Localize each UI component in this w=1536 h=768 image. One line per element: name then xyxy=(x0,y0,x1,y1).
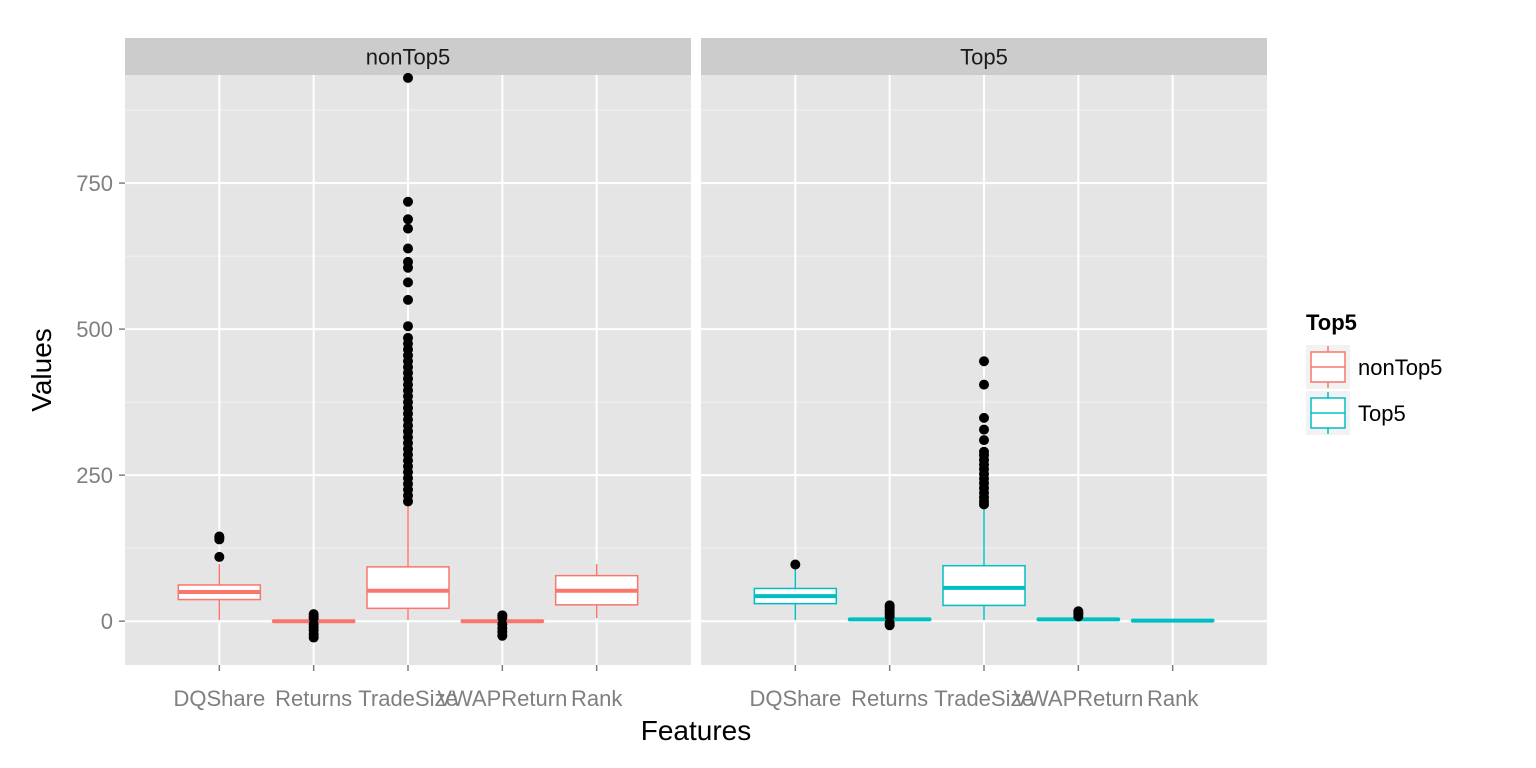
boxplot-rank xyxy=(554,563,639,619)
outlier-point xyxy=(790,559,801,570)
outlier-point xyxy=(884,600,895,611)
legend-label: nonTop5 xyxy=(1358,355,1442,380)
x-tick-label: TradeSize xyxy=(934,686,1033,711)
outlier-point xyxy=(214,551,225,562)
outlier-point xyxy=(403,321,413,332)
outlier-point xyxy=(403,243,413,254)
y-tick-label: 500 xyxy=(76,317,113,342)
boxplot-returns xyxy=(271,609,356,643)
facet-strip xyxy=(125,38,691,75)
boxplot-tradesize xyxy=(366,72,450,621)
x-axis-title: Features xyxy=(641,715,752,746)
box xyxy=(366,566,450,610)
facet-strip-label: Top5 xyxy=(960,45,1008,70)
facet-panel-nontop5: nonTop5 DQShare Returns TradeSizeVWAPReturn… xyxy=(125,38,691,711)
legend-entry-nontop5: nonTop5 xyxy=(1306,345,1442,389)
outlier-point xyxy=(979,412,989,423)
outlier-point xyxy=(979,446,989,457)
outlier-point xyxy=(308,632,319,643)
outlier-point xyxy=(403,72,413,83)
x-tick-label: DQShare xyxy=(173,686,265,711)
legend-entry-top5: Top5 xyxy=(1306,391,1406,435)
outlier-point xyxy=(403,214,413,225)
boxplot-returns xyxy=(847,600,932,631)
outlier-point xyxy=(403,223,413,234)
boxplot-dqshare xyxy=(177,531,262,621)
box xyxy=(942,564,1026,607)
x-tick-label: DQShare xyxy=(749,686,841,711)
x-tick-label: Returns xyxy=(275,686,352,711)
boxplot-tradesize xyxy=(942,356,1026,621)
x-tick-label: VWAPReturn xyxy=(437,686,567,711)
outlier-point xyxy=(979,379,989,390)
outlier-point xyxy=(214,531,225,542)
outlier-point xyxy=(979,435,989,446)
boxplot-vwapreturn xyxy=(1036,606,1121,622)
x-tick-label: VWAPReturn xyxy=(1013,686,1143,711)
y-tick-label: 750 xyxy=(76,171,113,196)
outlier-point xyxy=(403,256,413,267)
outlier-point xyxy=(403,196,413,207)
x-tick-label: TradeSize xyxy=(358,686,457,711)
outlier-point xyxy=(1073,606,1084,617)
y-axis-title: Values xyxy=(26,328,57,412)
outlier-point xyxy=(403,294,413,305)
y-tick-label: 250 xyxy=(76,463,113,488)
legend-title: Top5 xyxy=(1306,310,1357,335)
boxplot-dqshare xyxy=(753,559,838,621)
x-tick-label: Returns xyxy=(851,686,928,711)
outlier-point xyxy=(979,356,989,367)
x-tick-label: Rank xyxy=(571,686,623,711)
legend-label: Top5 xyxy=(1358,401,1406,426)
x-tick-label: Rank xyxy=(1147,686,1199,711)
outlier-point xyxy=(979,424,989,435)
facet-strip xyxy=(701,38,1267,75)
outlier-point xyxy=(403,277,413,288)
facet-strip-label: nonTop5 xyxy=(366,45,450,70)
boxplot-vwapreturn xyxy=(460,610,545,641)
outlier-point xyxy=(403,332,413,343)
boxplot-rank xyxy=(1130,618,1215,623)
outlier-point xyxy=(497,630,508,641)
y-tick-label: 0 xyxy=(101,609,113,634)
outlier-point xyxy=(884,620,895,631)
